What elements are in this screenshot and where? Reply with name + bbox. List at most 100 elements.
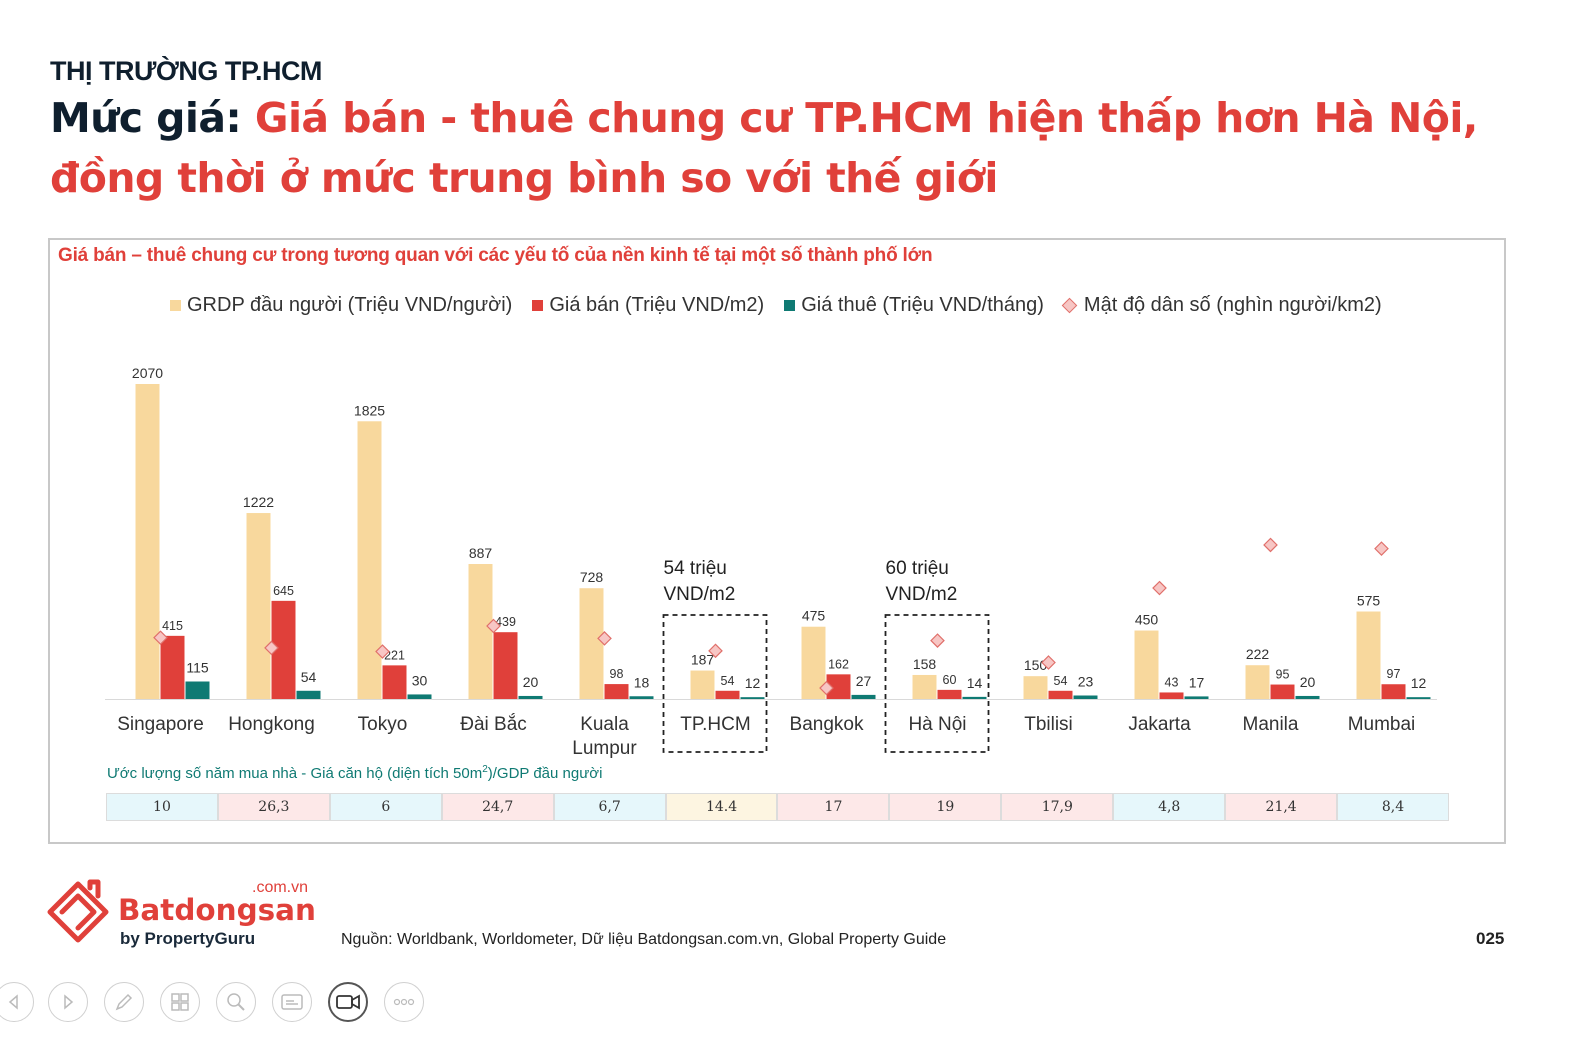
bar-grdp-hongkong	[246, 513, 271, 699]
data-label-grdp-hongkong: 1222	[243, 494, 274, 510]
callout-text-h-n-i-line2: VND/m2	[886, 584, 958, 605]
bar-grdp-i-b-c	[468, 564, 493, 699]
bar-rent-mumbai	[1406, 697, 1431, 699]
data-label-price-h-n-i: 60	[943, 673, 957, 687]
bar-price-kuala-lumpur	[604, 684, 629, 699]
more-button[interactable]	[384, 982, 424, 1022]
headline-lead: Mức giá:	[50, 94, 255, 142]
years-cell-mumbai: 8,4	[1337, 793, 1449, 821]
logo-house-icon	[47, 879, 109, 943]
bar-price-tokyo	[382, 665, 407, 699]
data-label-rent-manila: 20	[1300, 674, 1316, 690]
bar-rent-i-b-c	[518, 695, 543, 699]
data-label-price-manila: 95	[1276, 668, 1290, 682]
density-marker-h-n-i	[930, 633, 945, 648]
x-tick-label-mumbai: Mumbai	[1348, 714, 1416, 735]
batdongsan-logo: .com.vn Batdongsan by PropertyGuru	[47, 879, 316, 948]
subtitles-button[interactable]	[272, 982, 312, 1022]
bar-price-singapore	[160, 635, 185, 699]
years-caption-prefix: Ước lượng số năm mua nhà - Giá căn hộ (d…	[107, 765, 483, 782]
logo-name: Batdongsan	[118, 893, 316, 927]
density-marker-tp-hcm	[708, 643, 723, 659]
bar-grdp-tokyo	[357, 421, 382, 699]
x-tick-label-tokyo: Tokyo	[358, 714, 408, 735]
bar-rent-kuala-lumpur	[629, 696, 654, 699]
years-table: 10 26,3 6 24,7 6,7 14.4 17 19 17,9 4,8 21,4 8,4	[106, 793, 1449, 821]
x-tick-label-h-n-i: Hà Nội	[908, 714, 966, 735]
logo-subtitle: by PropertyGuru	[120, 929, 255, 948]
bar-rent-jakarta	[1184, 696, 1209, 699]
data-label-rent-bangkok: 27	[856, 673, 872, 689]
zoom-button[interactable]	[216, 982, 256, 1022]
pen-button[interactable]	[104, 982, 144, 1022]
data-label-price-kuala-lumpur: 98	[610, 667, 624, 681]
source-note: Nguồn: Worldbank, Worldometer, Dữ liệu B…	[341, 931, 947, 948]
more-icon	[393, 998, 415, 1006]
years-caption-suffix: )/GDP đầu người	[487, 765, 603, 782]
density-marker-hongkong	[264, 640, 279, 656]
bar-grdp-tp-hcm	[690, 670, 715, 699]
legend-swatch-rent	[784, 300, 796, 311]
section-kicker: THỊ TRƯỜNG TP.HCM	[50, 56, 322, 86]
next-slide-button[interactable]	[48, 982, 88, 1022]
x-tick-label-tbilisi: Tbilisi	[1024, 714, 1073, 735]
years-cell-h-n-i: 19	[889, 793, 1002, 821]
years-cell-tokyo: 6	[329, 793, 442, 821]
camera-button[interactable]	[328, 982, 368, 1022]
callout-text-tp-hcm-line1: 54 triệu	[664, 558, 727, 579]
years-table-caption: Ước lượng số năm mua nhà - Giá căn hộ (d…	[107, 764, 602, 782]
camera-icon	[336, 994, 360, 1010]
legend-label-density: Mật độ dân số (nghìn người/km2)	[1083, 294, 1382, 316]
years-cell-tbilisi: 17,9	[1001, 793, 1114, 821]
density-marker-tokyo	[375, 644, 390, 659]
legend-label-price: Giá bán (Triệu VND/m2)	[549, 294, 765, 316]
page-number: 025	[1476, 929, 1505, 948]
years-cell-hongkong: 26,3	[217, 793, 330, 821]
data-label-rent-tokyo: 30	[412, 672, 428, 688]
page-headline: Mức giá: Giá bán - thuê chung cư TP.HCM …	[50, 88, 1530, 208]
bar-price-tp-hcm	[715, 690, 740, 699]
data-label-grdp-tp-hcm: 187	[691, 652, 715, 668]
bar-rent-bangkok	[851, 694, 876, 699]
data-label-grdp-singapore: 2070	[132, 365, 163, 381]
data-label-price-hongkong: 645	[273, 584, 294, 598]
legend-item-rent: Giá thuê (Triệu VND/tháng)	[784, 294, 1044, 317]
years-cell-i-b-c: 24,7	[441, 793, 554, 821]
legend-item-density: Mật độ dân số (nghìn người/km2)	[1061, 294, 1382, 317]
data-label-rent-h-n-i: 14	[967, 675, 983, 691]
legend-item-grdp: GRDP đầu người (Triệu VND/người)	[170, 294, 512, 317]
x-tick-label-jakarta: Jakarta	[1128, 714, 1191, 735]
callout-box-tp-hcm	[662, 614, 768, 753]
prev-slide-button[interactable]	[0, 982, 34, 1022]
callout-text-tp-hcm-line2: VND/m2	[664, 584, 736, 605]
bar-price-manila	[1270, 684, 1295, 699]
data-label-grdp-tokyo: 1825	[354, 402, 385, 418]
x-tick-label-hongkong: Hongkong	[228, 714, 315, 735]
bar-rent-tbilisi	[1073, 695, 1098, 699]
zoom-icon	[227, 993, 245, 1011]
data-label-price-bangkok: 162	[828, 657, 849, 671]
slides-button[interactable]	[160, 982, 200, 1022]
bar-rent-manila	[1295, 695, 1320, 699]
x-tick-label-singapore: Singapore	[117, 714, 204, 735]
next-icon	[64, 994, 74, 1010]
data-label-grdp-jakarta: 450	[1135, 612, 1159, 628]
bar-price-mumbai	[1381, 684, 1406, 699]
chart-frame	[48, 238, 1506, 844]
x-tick-label-kuala-lumpur-line1: Kuala	[580, 714, 629, 735]
bar-grdp-singapore	[135, 384, 160, 699]
x-tick-label-bangkok: Bangkok	[790, 714, 864, 735]
bar-rent-tp-hcm	[740, 697, 765, 699]
data-label-grdp-h-n-i: 158	[913, 656, 937, 672]
x-tick-label-kuala-lumpur-line2: Lumpur	[572, 738, 637, 759]
data-label-rent-kuala-lumpur: 18	[634, 674, 650, 690]
density-marker-tbilisi	[1041, 655, 1056, 670]
data-label-price-jakarta: 43	[1165, 675, 1179, 689]
data-label-rent-jakarta: 17	[1189, 674, 1205, 690]
bar-grdp-mumbai	[1356, 611, 1381, 699]
legend-swatch-price	[532, 300, 544, 311]
x-tick-label-i-b-c: Đài Bắc	[460, 713, 527, 735]
callout-box-h-n-i	[884, 614, 990, 753]
legend-label-rent: Giá thuê (Triệu VND/tháng)	[801, 294, 1044, 316]
